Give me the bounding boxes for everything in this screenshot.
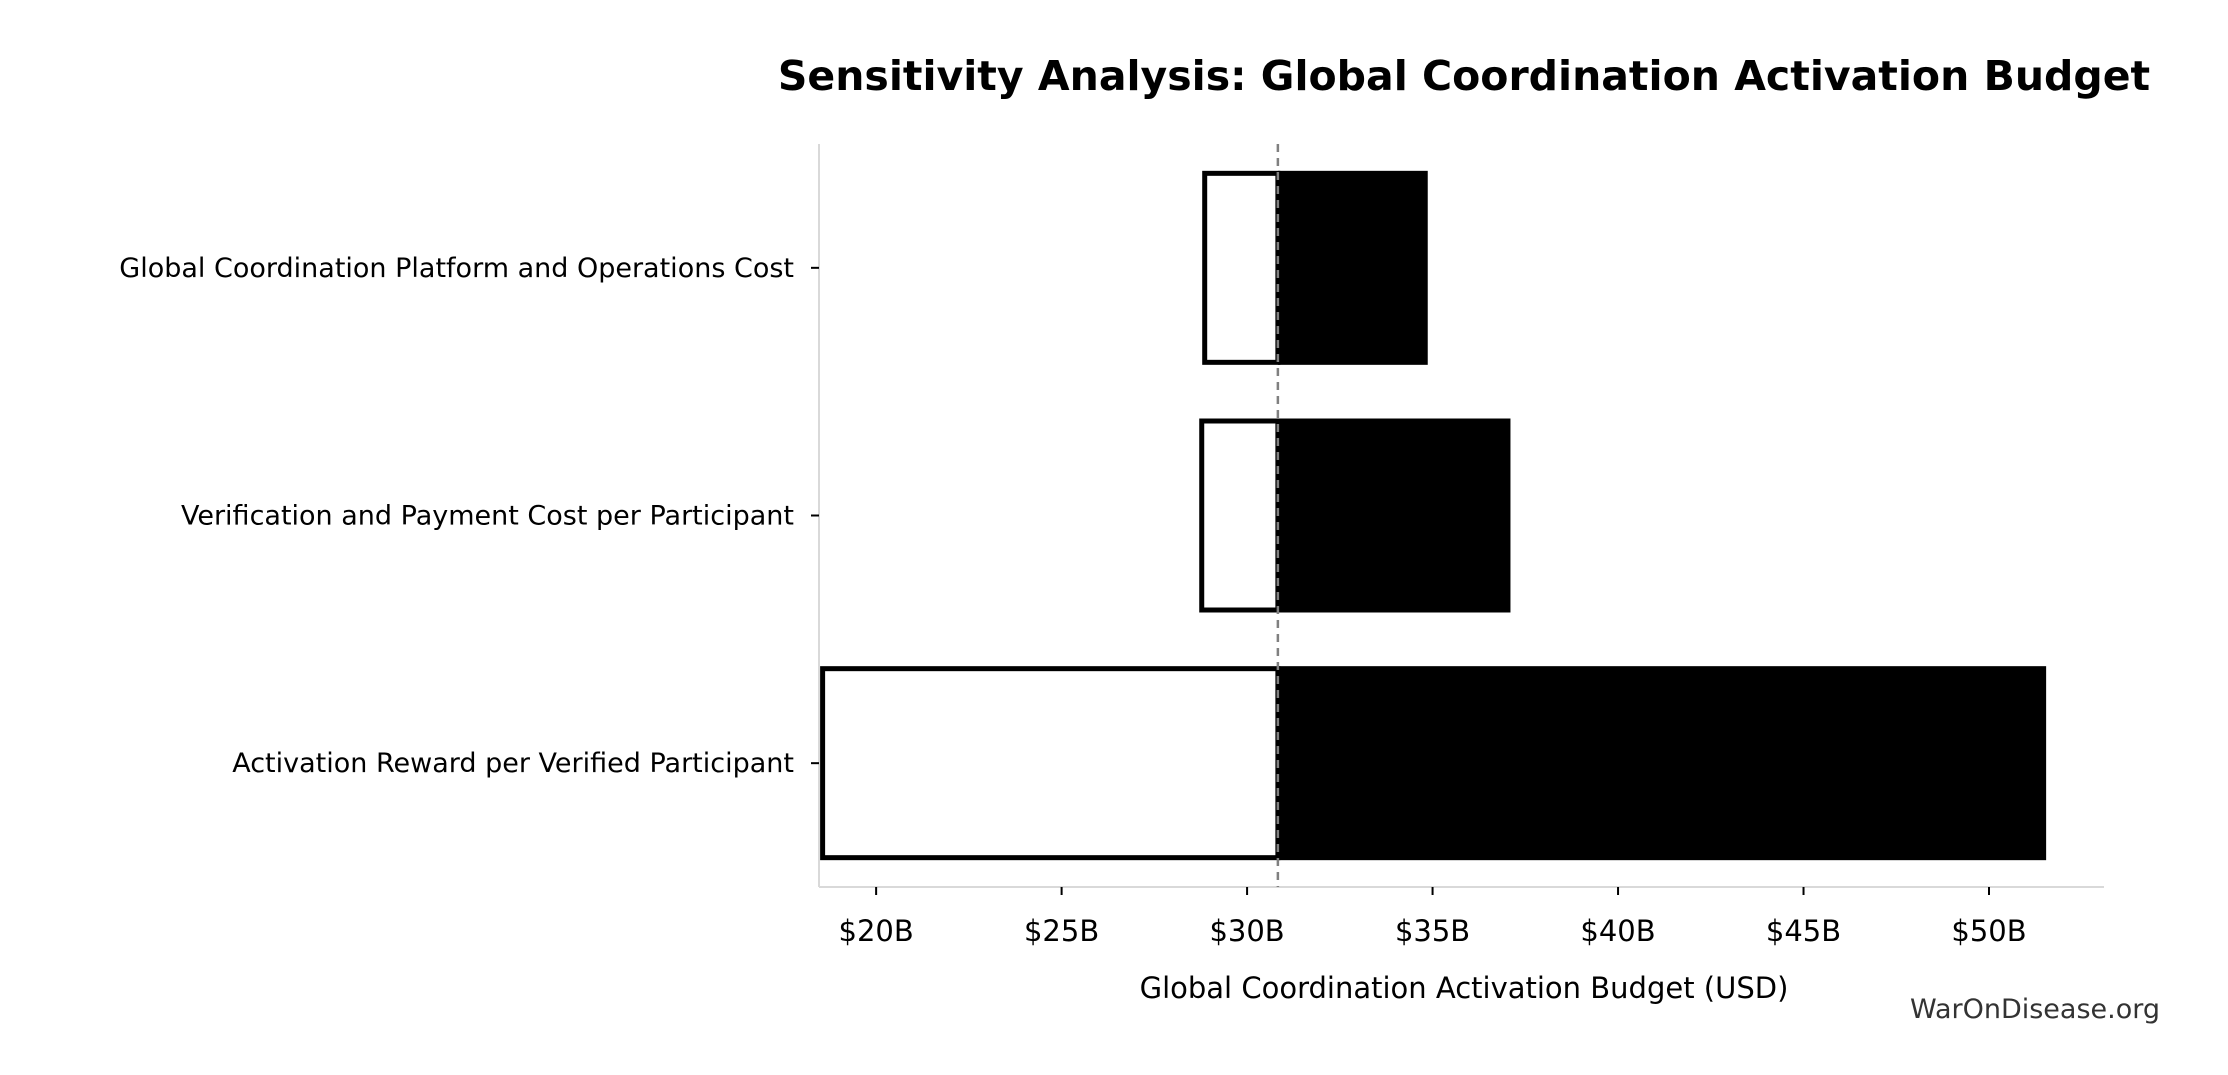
category-label: Activation Reward per Verified Participa… — [232, 748, 794, 779]
x-tick-label: $45B — [1766, 914, 1841, 948]
x-tick-label: $35B — [1395, 914, 1470, 948]
x-tick-label: $40B — [1580, 914, 1655, 948]
bar-low — [1199, 418, 1281, 613]
x-tick-label: $30B — [1209, 914, 1284, 948]
watermark: WarOnDisease.org — [1910, 994, 2160, 1025]
category-label: Verification and Payment Cost per Partic… — [181, 501, 794, 532]
chart-title: Sensitivity Analysis: Global Coordinatio… — [778, 52, 2150, 100]
bar-high — [1277, 418, 1511, 613]
x-axis-label: Global Coordination Activation Budget (U… — [1140, 971, 1789, 1005]
bar-low — [820, 666, 1281, 861]
x-tick-label: $50B — [1951, 914, 2026, 948]
bar-high — [1277, 666, 2047, 861]
bar-low — [1202, 170, 1281, 365]
x-tick-label: $20B — [839, 914, 914, 948]
bar-high — [1277, 170, 1428, 365]
x-tick-label: $25B — [1024, 914, 1099, 948]
category-label: Global Coordination Platform and Operati… — [119, 253, 794, 284]
